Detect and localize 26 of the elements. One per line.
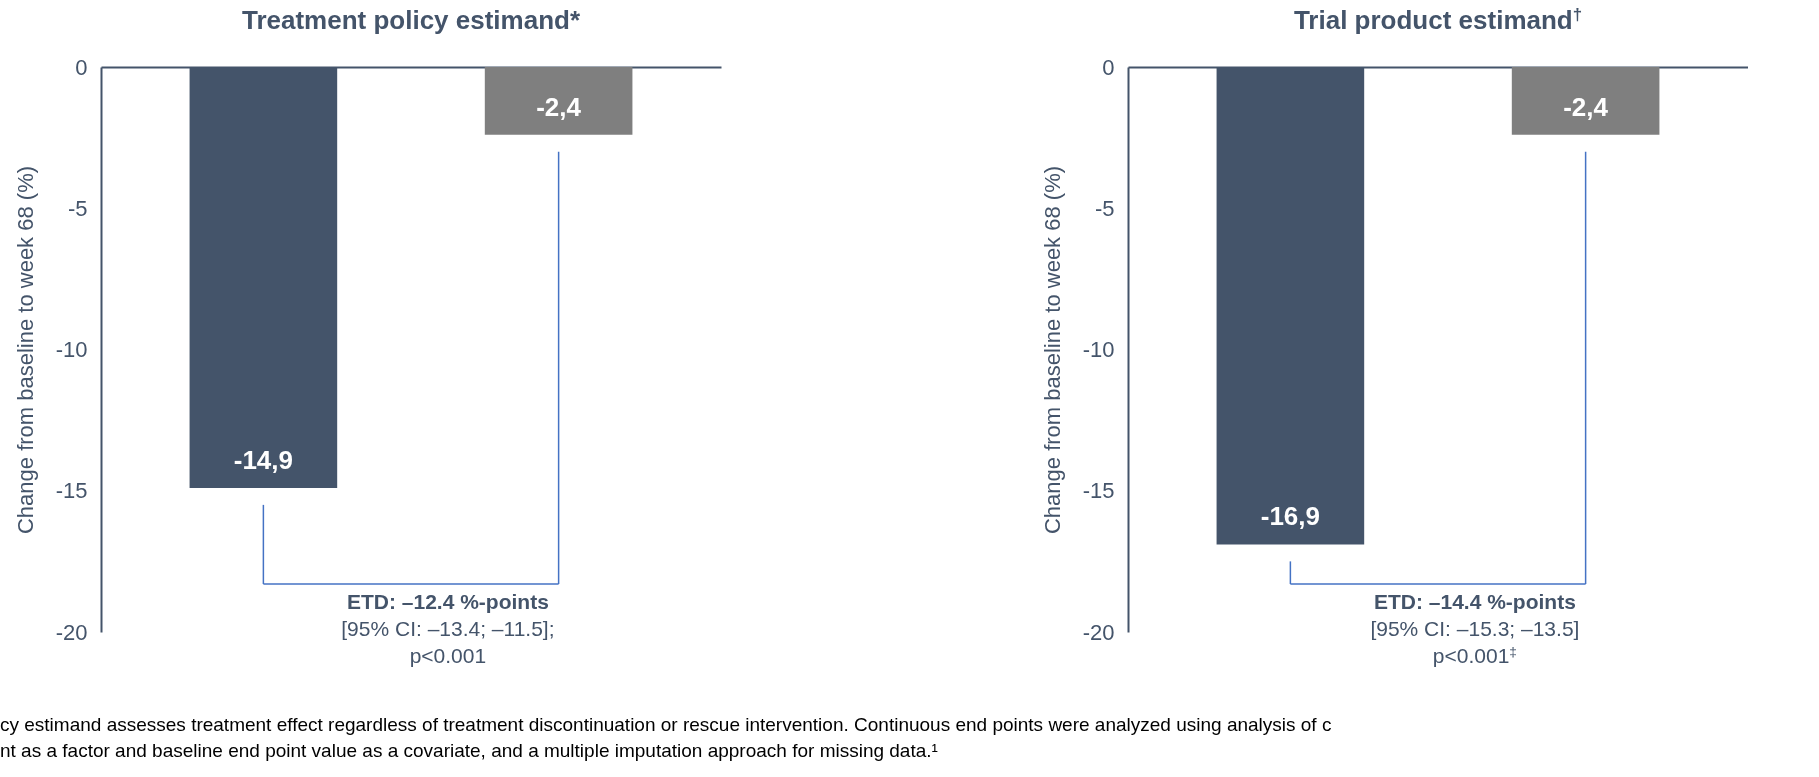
data-label: -2,4	[1563, 91, 1609, 122]
data-label: -14,9	[233, 444, 294, 475]
y-tick-label: -5	[67, 195, 88, 221]
annotation: [95% CI: –15.3; –13.5]	[1370, 616, 1580, 640]
y-tick-label: -15	[1082, 478, 1115, 504]
y-tick-label: 0	[1102, 54, 1115, 80]
y-axis-title: Change from baseline to week 68 (%)	[1039, 165, 1065, 535]
text: nt as a factor and baseline end point value as a covariate, and a multiple imputation approach for missing data.¹	[0, 740, 938, 761]
data-label: -2,4	[536, 91, 582, 122]
annotation: ETD: –14.4 %-points	[1373, 589, 1576, 613]
y-tick-label: -10	[55, 337, 88, 362]
chart-title: Trial product estimand$^{†}$	[1293, 4, 1583, 35]
text: p<0.001$^{‡}$	[1432, 643, 1517, 667]
y-tick-label: -5	[1094, 195, 1115, 221]
data-label: -16,9	[1260, 501, 1321, 532]
annotation: ETD: –12.4 %-points	[346, 589, 549, 613]
annotation: [95% CI: –13.4; –11.5];	[341, 616, 555, 640]
y-tick-label: -10	[1082, 337, 1115, 362]
y-tick-label: 0	[75, 54, 88, 80]
y-tick-label: -15	[55, 478, 88, 504]
chart-title: Treatment policy estimand*	[241, 5, 581, 35]
text: p<0.001	[409, 643, 487, 667]
text: cy estimand assesses treatment effect regardless of treatment discontinuation or rescue intervention. Continuous end points were analyzed using analysis of c	[0, 714, 1332, 735]
y-tick-label: -20	[1082, 619, 1115, 645]
y-tick-label: -20	[55, 619, 88, 645]
y-axis-title: Change from baseline to week 68 (%)	[12, 165, 38, 535]
